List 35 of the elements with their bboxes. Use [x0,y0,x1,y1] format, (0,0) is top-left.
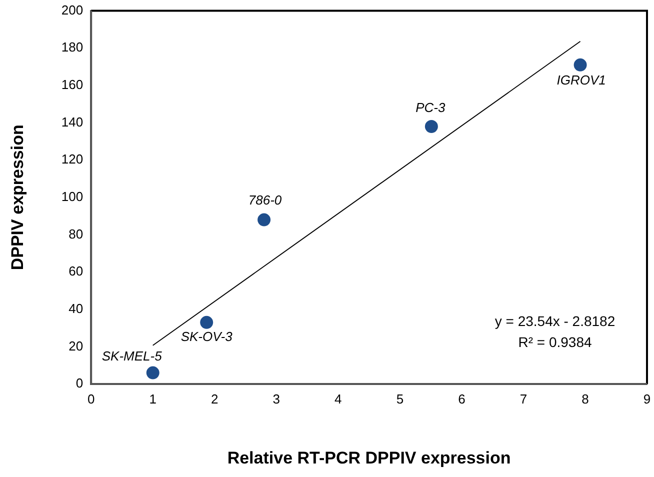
point [574,58,587,72]
x-tick-label: 9 [643,391,651,406]
x-tick-label: 0 [87,391,95,406]
y-tick-label: 100 [61,188,84,204]
annotation: 786-0 [248,192,282,208]
point [424,120,438,133]
y-tick-label: 80 [68,226,84,242]
x-tick-label: 1 [149,391,156,406]
point [146,366,160,380]
annotation: y = 23.54x - 2.8182 [494,312,616,329]
y-tick-label: 120 [61,152,84,167]
y-tick-label: 0 [76,376,84,391]
y-tick-label: 60 [68,264,84,279]
annotation: SK-OV-3 [180,329,234,344]
y-tick-label: 180 [61,40,84,55]
x-tick-label: 2 [211,391,218,406]
y-tick-label: 200 [61,2,84,18]
point [258,213,271,226]
x-tick-label: 5 [396,391,404,406]
y-tick-label: 160 [61,77,84,92]
y-axis-title: DPPIV expression [8,124,27,270]
y-tick-label: 40 [68,300,84,316]
annotation: IGROV1 [556,72,606,88]
point [200,316,214,329]
x-tick-label: 3 [272,391,280,406]
x-axis-title: Relative RT-PCR DPPIV expression [227,448,511,468]
y-tick-label: 140 [61,114,84,130]
x-tick-label: 7 [520,391,528,406]
annotation: R² = 0.9384 [518,334,592,350]
annotation: SK-MEL-5 [102,348,163,364]
x-tick-label: 4 [334,391,342,406]
y-tick-label: 20 [68,338,84,354]
annotation: PC-3 [416,100,446,116]
x-tick-label: 6 [458,391,466,406]
x-tick-label: 8 [582,391,589,406]
